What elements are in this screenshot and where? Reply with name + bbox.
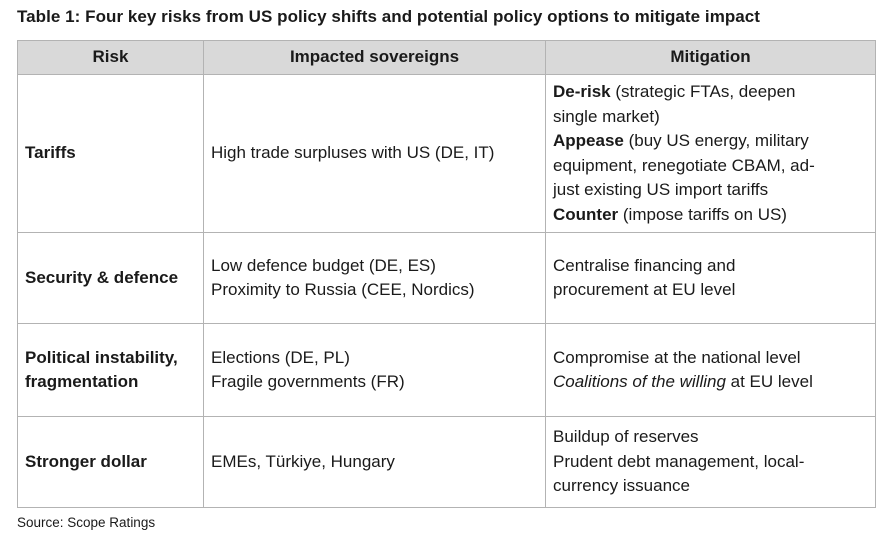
mitigation-line: Coalitions of the willing at EU level [553,370,869,395]
sovereigns-line: Elections (DE, PL) [211,347,350,367]
risk-cell: Security & defence [17,232,204,324]
mitigation-lead-term: Appease [553,131,624,150]
sovereigns-cell: High trade surpluses with US (DE, IT) [203,74,546,233]
mitigation-lead-term: De-risk [553,82,611,101]
header-mitigation: Mitigation [545,40,876,75]
risk-label: Security & defence [25,267,179,287]
table-caption: Table 1: Four key risks from US policy s… [17,7,761,26]
mitigation-line: equipment, renegotiate CBAM, ad- [553,155,815,175]
risks-table: Risk Impacted sovereigns Mitigation Tari… [17,40,876,508]
mitigation-line: procurement at EU level [553,280,736,299]
risk-cell: Political instability, fragmentation [17,323,204,417]
mitigation-cell: Centralise financing and procurement at … [545,232,876,324]
sovereigns-cell: Low defence budget (DE, ES) Proximity to… [203,232,546,324]
mitigation-line: Appease (buy US energy, military [553,129,869,154]
mitigation-line: single market) [553,106,660,126]
risk-cell: Tariffs [17,74,204,233]
mitigation-cell: Buildup of reserves Prudent debt managem… [545,416,876,508]
mitigation-lead-term: Counter [553,204,619,224]
mitigation-cell: De-risk (strategic FTAs, deepen single m… [545,74,876,233]
mitigation-line: Compromise at the national level [553,347,801,367]
mitigation-line: just existing US import tariffs [553,180,769,199]
mitigation-text: (impose tariffs on US) [618,204,787,224]
table-row: Stronger dollar EMEs, Türkiye, Hungary B… [17,416,876,508]
table-row: Security & defence Low defence budget (D… [17,232,876,324]
mitigation-line: Prudent debt management, local- [553,451,805,471]
sovereigns-line: EMEs, Türkiye, Hungary [211,451,395,471]
sovereigns-line: High trade surpluses with US (DE, IT) [211,143,495,163]
risk-label: Tariffs [25,143,76,163]
mitigation-text: (buy US energy, military [623,131,809,150]
mitigation-italic-term: Coalitions of the willing [553,372,726,391]
sovereigns-line: Proximity to Russia (CEE, Nordics) [211,280,475,299]
risk-label: Political instability, [25,347,178,367]
mitigation-line: Buildup of reserves [553,427,699,447]
mitigation-line: Counter (impose tariffs on US) [553,203,869,228]
risk-cell: Stronger dollar [17,416,204,508]
mitigation-line: currency issuance [553,476,691,496]
sovereigns-cell: EMEs, Türkiye, Hungary [203,416,546,508]
mitigation-line: Centralise financing and [553,255,736,275]
table-row: Political instability, fragmentation Ele… [17,323,876,417]
sovereigns-line: Low defence budget (DE, ES) [211,255,436,275]
mitigation-text: (strategic FTAs, deepen [610,82,796,101]
mitigation-line: De-risk (strategic FTAs, deepen [553,80,869,105]
header-impacted-sovereigns: Impacted sovereigns [203,40,546,75]
risk-label: Stronger dollar [25,451,147,471]
mitigation-cell: Compromise at the national level Coaliti… [545,323,876,417]
header-row: Risk Impacted sovereigns Mitigation [17,40,876,75]
sovereigns-cell: Elections (DE, PL) Fragile governments (… [203,323,546,417]
sovereigns-line: Fragile governments (FR) [211,372,405,391]
risk-label: fragmentation [25,372,139,391]
mitigation-text: at EU level [725,372,813,391]
header-risk: Risk [17,40,204,75]
table-row: Tariffs High trade surpluses with US (DE… [17,74,876,233]
source-note: Source: Scope Ratings [17,515,156,530]
